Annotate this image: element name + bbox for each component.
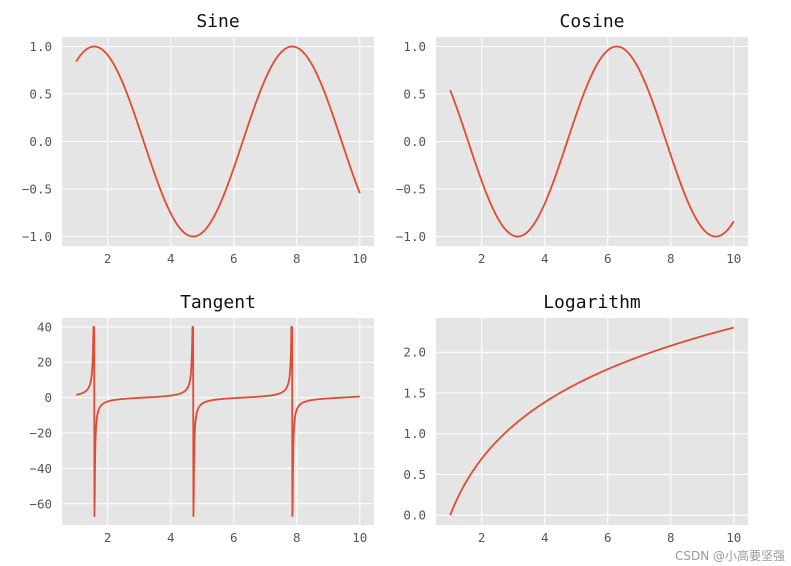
logarithm-series-line [449,326,735,516]
sine-y-tick-label: 0.0 [29,134,52,149]
sine-x-tick-label: 6 [230,251,238,266]
tangent-series-line [75,325,361,518]
sine-y-tick-label: −0.5 [22,182,52,197]
sine-series-line [75,45,361,238]
cosine-series-line [449,45,735,238]
tangent-x-tick-label: 10 [352,530,367,545]
logarithm-y-tick-label: 0.5 [403,467,426,482]
sine-x-tick-label: 4 [167,251,175,266]
cosine-x-tick-label: 6 [604,251,612,266]
sine-y-tick-label: 1.0 [29,39,52,54]
cosine-y-tick-label: 0.0 [403,134,426,149]
logarithm-y-tick-label: 2.0 [403,345,426,360]
sine-x-tick-label: 2 [104,251,112,266]
tangent-y-tick-label: 0 [44,390,52,405]
logarithm-x-tick-label: 2 [478,530,486,545]
tangent-plot-area [62,318,374,525]
watermark-text: CSDN @小高要坚强 [675,548,785,563]
sine-y-tick-label: 0.5 [29,87,52,102]
logarithm-y-tick-label: 0.0 [403,508,426,523]
tangent-y-tick-label: −40 [29,461,52,476]
cosine-chart-title: Cosine [559,11,624,32]
sine-x-tick-label: 8 [293,251,301,266]
cosine-y-tick-label: 1.0 [403,39,426,54]
tangent-x-tick-label: 6 [230,530,238,545]
logarithm-x-tick-label: 4 [541,530,549,545]
tangent-x-tick-label: 8 [293,530,301,545]
cosine-y-tick-label: 0.5 [403,87,426,102]
tangent-x-tick-label: 2 [104,530,112,545]
cosine-x-tick-label: 8 [667,251,675,266]
tangent-y-tick-label: 20 [37,355,52,370]
logarithm-y-tick-label: 1.0 [403,426,426,441]
sine-y-tick-label: −1.0 [22,229,52,244]
logarithm-y-tick-label: 1.5 [403,385,426,400]
tangent-chart-title: Tangent [180,292,256,313]
sine-chart-title: Sine [196,11,239,32]
tangent-y-tick-label: −60 [29,496,52,511]
logarithm-x-tick-label: 8 [667,530,675,545]
logarithm-plot-area [436,318,748,525]
logarithm-x-tick-label: 10 [726,530,741,545]
tangent-y-tick-label: 40 [37,319,52,334]
cosine-x-tick-label: 10 [726,251,741,266]
cosine-y-tick-label: −1.0 [396,229,426,244]
cosine-x-tick-label: 4 [541,251,549,266]
cosine-x-tick-label: 2 [478,251,486,266]
cosine-y-tick-label: −0.5 [396,182,426,197]
tangent-x-tick-label: 4 [167,530,175,545]
sine-x-tick-label: 10 [352,251,367,266]
logarithm-chart-title: Logarithm [543,292,641,313]
tangent-y-tick-label: −20 [29,426,52,441]
logarithm-x-tick-label: 6 [604,530,612,545]
